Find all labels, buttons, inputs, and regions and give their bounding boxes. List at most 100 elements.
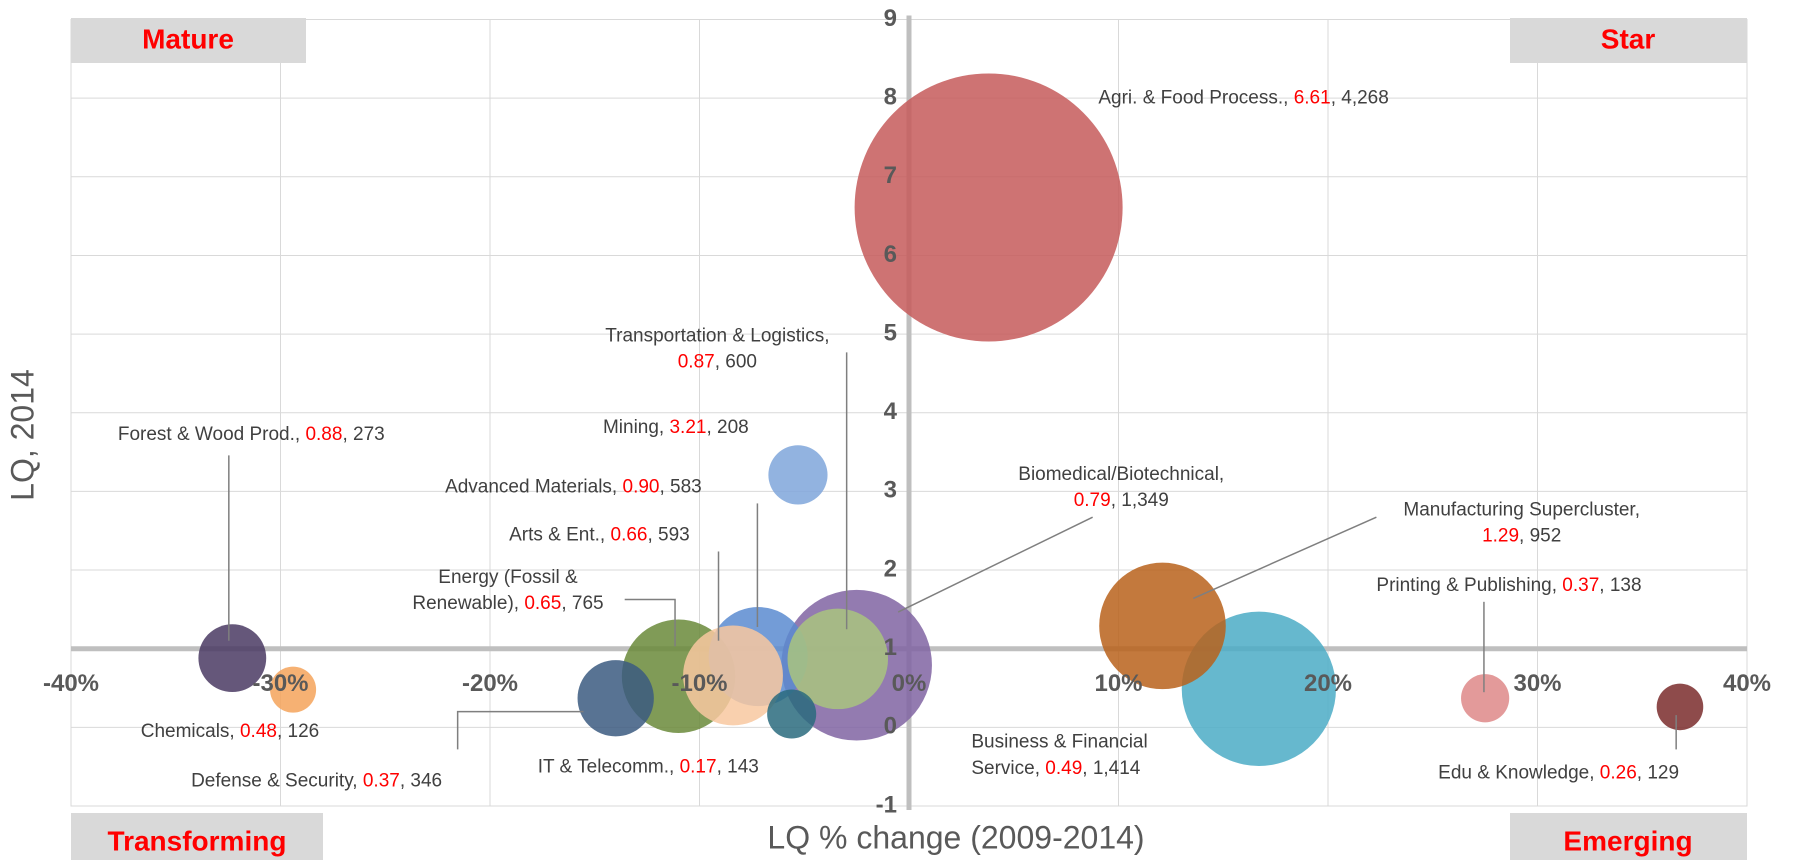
lq-value: 3.21 — [664, 417, 706, 438]
x-tick-label: -30% — [252, 670, 308, 697]
leader-line — [456, 710, 584, 750]
separator: , — [715, 352, 720, 373]
separator: , — [717, 757, 722, 778]
bubble-name: Chemicals, — [141, 721, 235, 742]
separator: , — [400, 770, 405, 791]
x-tick-label: 10% — [1094, 670, 1142, 697]
separator: , — [277, 721, 282, 742]
bubble — [767, 689, 817, 739]
employment-value: 952 — [1524, 526, 1561, 547]
bubble-label: Service, 0.49, 1,414 — [971, 758, 1140, 779]
lq-value: 0.48 — [235, 721, 277, 742]
bubble-label: Manufacturing Supercluster, — [1403, 499, 1640, 520]
quadrant-label: Emerging — [1563, 825, 1692, 856]
bubble — [1656, 683, 1704, 731]
lq-value: 6.61 — [1288, 87, 1330, 108]
bubble — [683, 625, 783, 726]
bubble-name: Printing & Publishing, — [1376, 575, 1557, 596]
bubble-name: Mining, — [603, 417, 664, 438]
bubble-label: Chemicals, 0.48, 126 — [141, 721, 320, 742]
lq-value: 0.49 — [1040, 758, 1082, 779]
x-tick-label: 0% — [892, 670, 927, 697]
bubble-name: Edu & Knowledge, — [1438, 762, 1594, 783]
bubble-label: Defense & Security, 0.37, 346 — [191, 770, 442, 791]
bubble-name: Defense & Security, — [191, 770, 358, 791]
separator: , — [647, 524, 652, 545]
bubble — [1461, 674, 1510, 723]
lq-value: 0.87 — [678, 352, 715, 373]
employment-value: 273 — [348, 424, 385, 445]
bubble-label: 0.87, 600 — [678, 352, 757, 373]
employment-value: 4,268 — [1336, 87, 1389, 108]
employment-value: 208 — [712, 417, 749, 438]
x-tick-label: 20% — [1304, 670, 1352, 697]
bubble-name: Energy (Fossil & — [438, 567, 578, 588]
x-tick-label: -20% — [462, 670, 518, 697]
bubble-label: Forest & Wood Prod., 0.88, 273 — [118, 424, 385, 445]
y-tick-label: 7 — [884, 162, 897, 189]
leader-line — [1193, 516, 1377, 600]
bubble-name: Business & Financial — [971, 732, 1147, 753]
bubble-label: Renewable), 0.65, 765 — [412, 593, 603, 614]
bubble-label: 1.29, 952 — [1482, 526, 1561, 547]
bubbles — [198, 73, 1704, 766]
lq-value: 0.37 — [1557, 575, 1599, 596]
labels: -40% -30% -20% -10% 0% 10% 20% 30% 40% -1 0 1 2 3 4 5 6 7… — [43, 5, 1771, 819]
bubble-label: Business & Financial — [971, 732, 1147, 753]
lq-value: 0.65 — [519, 593, 561, 614]
employment-value: 129 — [1642, 762, 1679, 783]
employment-value: 143 — [722, 757, 759, 778]
lq-value: 0.17 — [674, 757, 716, 778]
x-tick-label: -10% — [671, 670, 727, 697]
bubble — [1099, 562, 1226, 690]
employment-value: 765 — [567, 593, 604, 614]
y-tick-label: 8 — [884, 83, 897, 110]
employment-value: 600 — [720, 352, 757, 373]
bubble — [787, 608, 889, 710]
lq-value: 0.88 — [300, 424, 342, 445]
quadrant-box — [1510, 18, 1747, 63]
bubble-label: Agri. & Food Process., 6.61, 4,268 — [1098, 87, 1388, 108]
employment-value: 126 — [282, 721, 319, 742]
y-tick-label: 6 — [884, 241, 897, 268]
y-tick-label: 0 — [884, 713, 897, 740]
y-tick-label: 3 — [884, 477, 897, 504]
bubble-label: 0.79, 1,349 — [1074, 490, 1169, 511]
lq-value: 0.37 — [358, 770, 400, 791]
lq-value: 0.26 — [1595, 762, 1637, 783]
y-tick-label: -1 — [876, 791, 897, 818]
y-tick-label: 1 — [884, 634, 897, 661]
bubble-name: Advanced Materials, — [445, 476, 617, 497]
bubble-name: Forest & Wood Prod., — [118, 424, 300, 445]
leader-line — [897, 516, 1093, 613]
bubble-label: Transportation & Logistics, — [605, 325, 829, 346]
bubble-label: Biomedical/Biotechnical, — [1018, 464, 1224, 485]
leader-line — [624, 598, 676, 647]
leaders — [228, 352, 1677, 750]
separator: , — [342, 424, 347, 445]
lq-value: 0.90 — [617, 476, 659, 497]
quadrant-box — [1510, 813, 1747, 860]
x-tick-label: -40% — [43, 670, 99, 697]
separator: , — [1599, 575, 1604, 596]
lq-value: 1.29 — [1482, 526, 1519, 547]
quadrant-label: Transforming — [108, 825, 287, 856]
bubble-name: IT & Telecomm., — [538, 757, 675, 778]
bubble-name: Agri. & Food Process., — [1098, 87, 1288, 108]
bubble — [854, 73, 1123, 342]
bubble-label: Arts & Ent., 0.66, 593 — [509, 524, 690, 545]
separator: , — [1637, 762, 1642, 783]
y-tick-label: 2 — [884, 555, 897, 582]
y-axis-title: LQ, 2014 — [4, 369, 40, 501]
x-axis-title: LQ % change (2009-2014) — [767, 819, 1144, 855]
bubble-label: IT & Telecomm., 0.17, 143 — [538, 757, 759, 778]
x-tick-label: 40% — [1723, 670, 1771, 697]
quadrant-label: Star — [1601, 23, 1656, 54]
bubble-name: Biomedical/Biotechnical, — [1018, 464, 1224, 485]
bubble-label: Energy (Fossil & — [438, 567, 578, 588]
separator: , — [1082, 758, 1087, 779]
quadrant-box — [71, 18, 306, 63]
lq-value: 0.79 — [1074, 490, 1111, 511]
employment-value: 593 — [653, 524, 690, 545]
